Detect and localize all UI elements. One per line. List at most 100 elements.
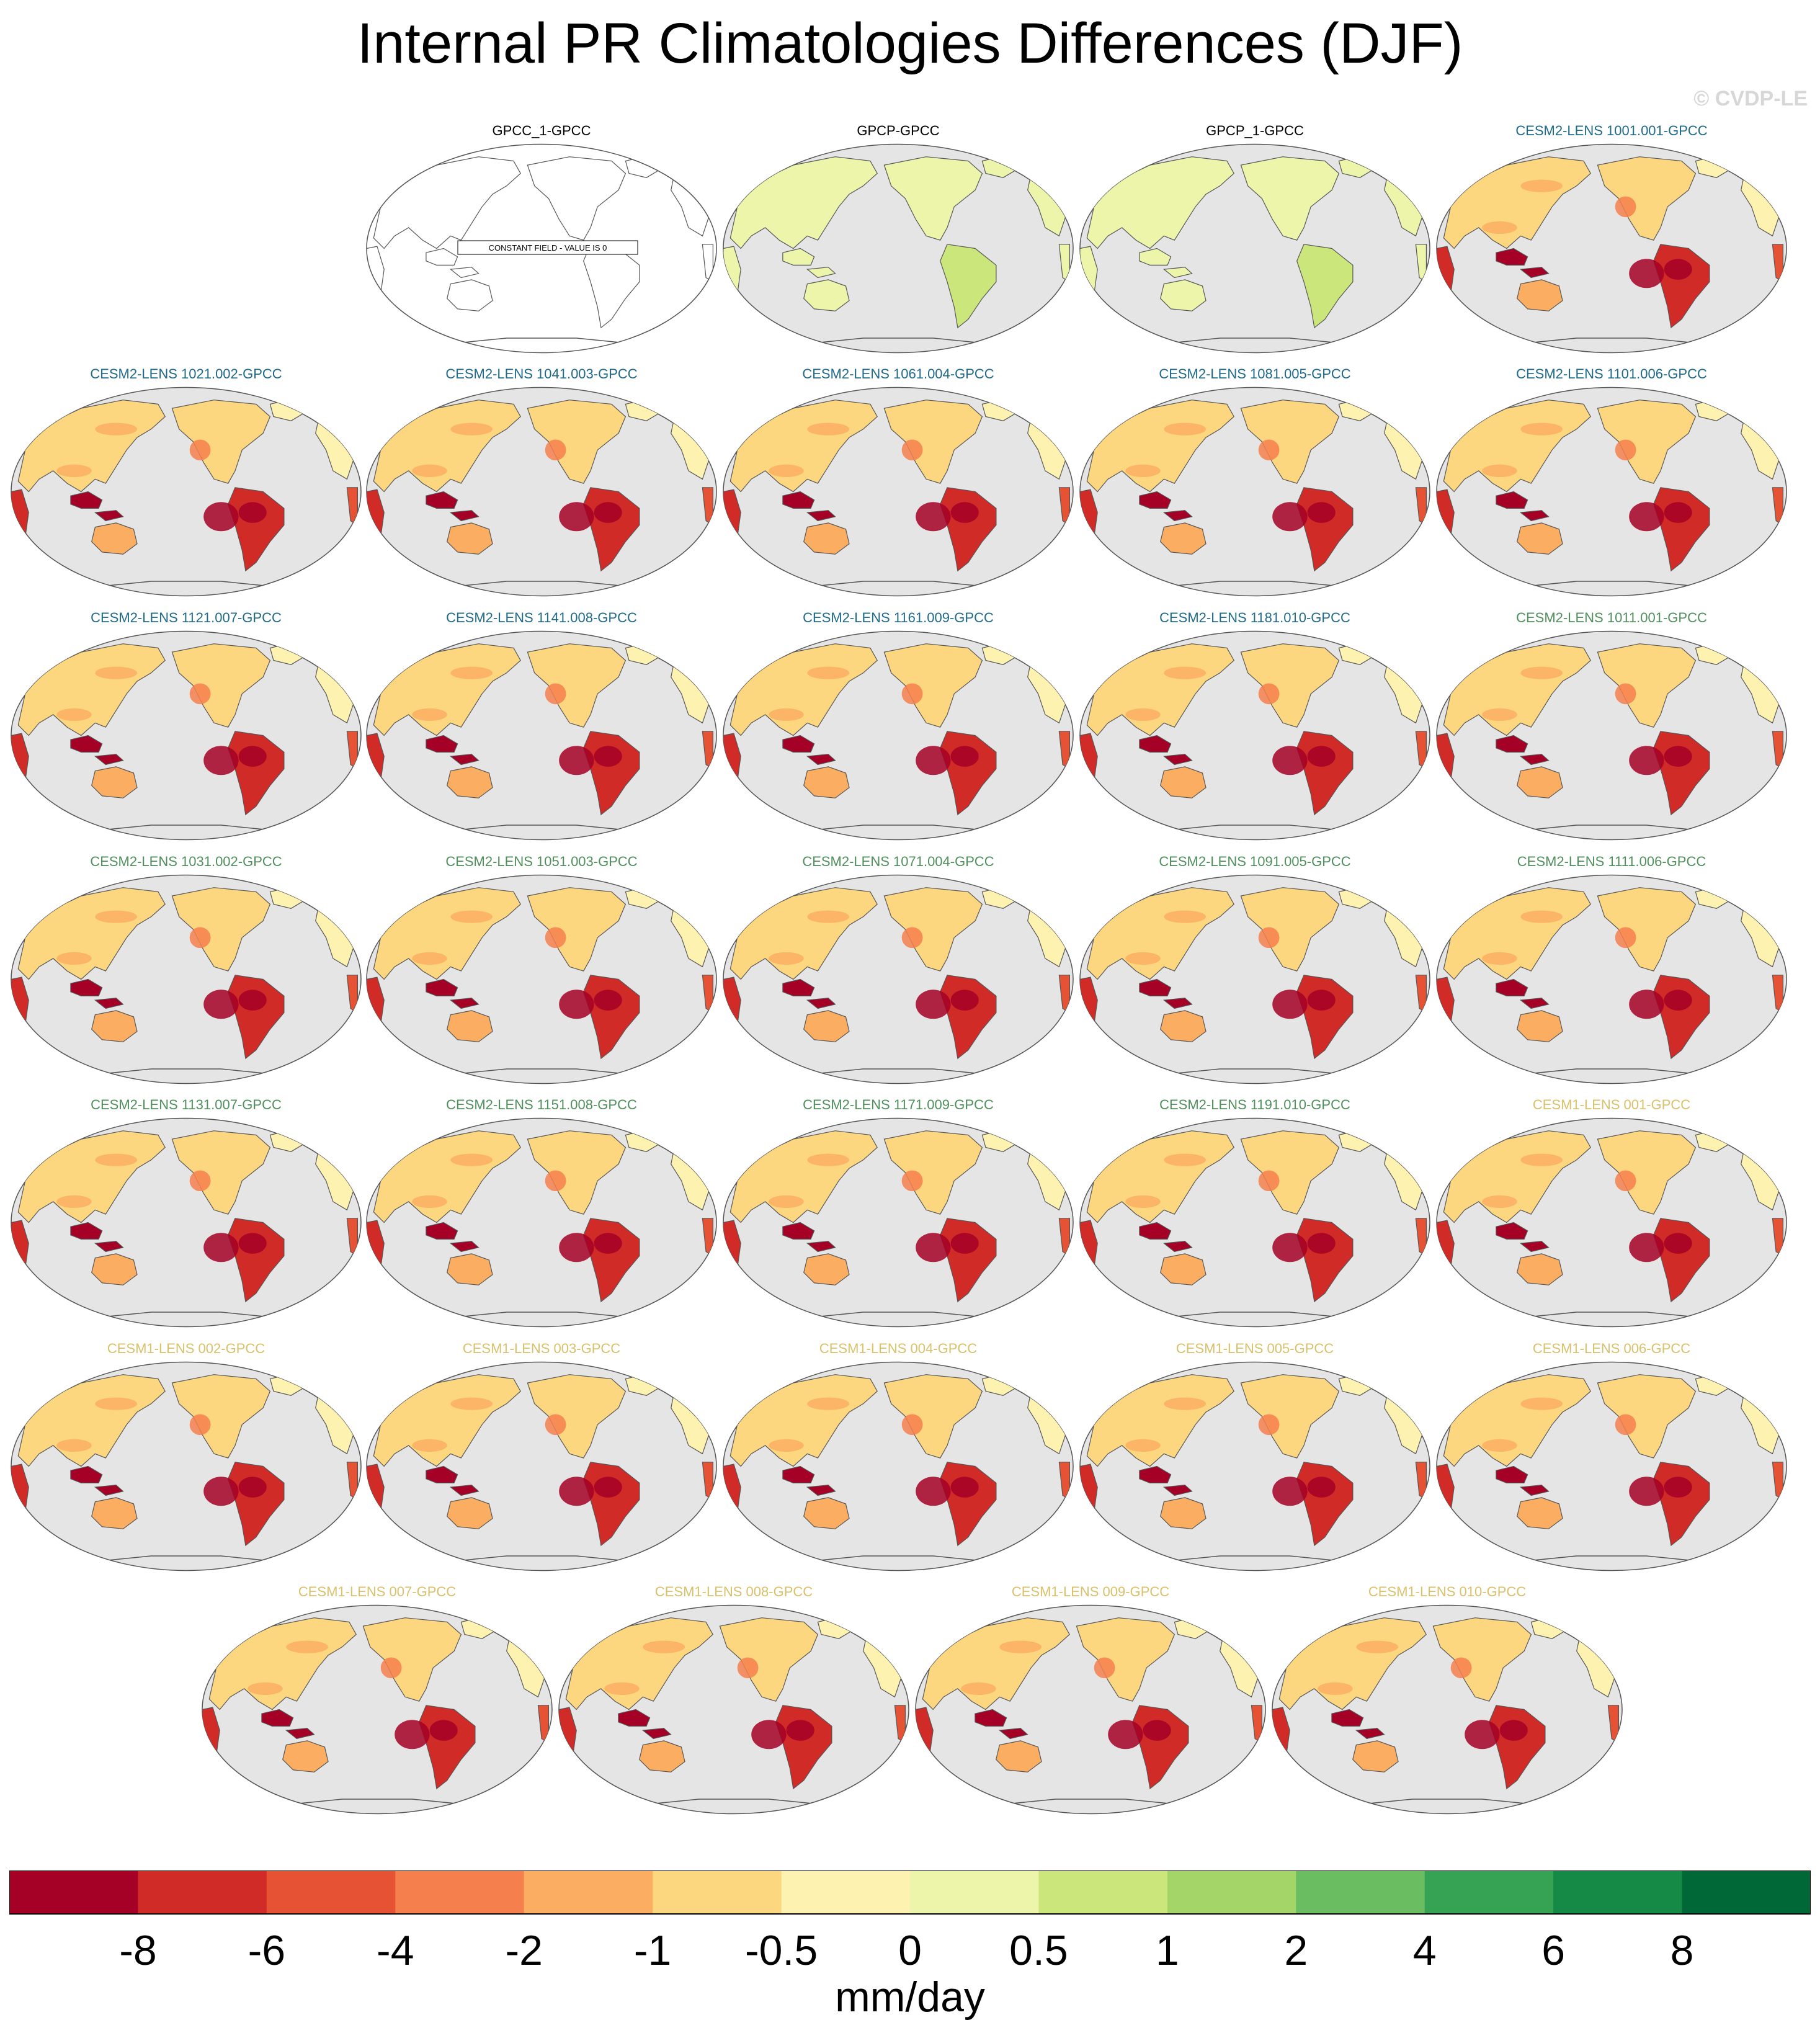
precip-anomaly-blob <box>1520 1153 1563 1166</box>
landmass-namerica <box>883 1374 983 1459</box>
precip-anomaly-blob <box>95 1153 137 1166</box>
map-panel: CESM2-LENS 1091.005-GPCC <box>1078 854 1432 1089</box>
precip-anomaly-blob <box>643 1640 685 1653</box>
landmass-seasia <box>782 1465 836 1496</box>
precip-anomaly-blob <box>1615 439 1636 461</box>
map-panel: CESM2-LENS 1101.006-GPCC <box>1435 366 1788 602</box>
panel-title: CESM2-LENS 1181.010-GPCC <box>1159 610 1350 625</box>
precip-anomaly-blob <box>1664 746 1692 767</box>
panel-title: GPCC_1-GPCC <box>492 123 591 138</box>
landmass-namerica <box>527 1130 627 1215</box>
precip-anomaly-blob <box>1307 1477 1336 1498</box>
precip-anomaly-blob <box>1125 1195 1161 1208</box>
precip-anomaly-blob <box>1664 502 1692 523</box>
landmass-australia <box>803 1497 850 1529</box>
panel-title: GPCP-GPCC <box>857 123 940 138</box>
precip-anomaly-blob <box>450 666 493 679</box>
landmass-australia <box>1517 1497 1563 1529</box>
landmass-australia <box>803 1253 850 1285</box>
map-panel: CESM2-LENS 1061.004-GPCC <box>721 366 1075 602</box>
colorbar-swatch <box>1167 1870 1296 1914</box>
landmass-namerica <box>527 156 627 241</box>
landmass-australia <box>1352 1740 1399 1772</box>
precip-anomaly-blob <box>594 746 622 767</box>
landmass-seasia <box>426 491 480 522</box>
landmass-seasia <box>782 978 836 1009</box>
map-panel: GPCP-GPCC <box>721 123 1075 359</box>
precip-anomaly-blob <box>1629 259 1664 288</box>
map-panel: CESM2-LENS 1001.001-GPCC <box>1435 123 1788 359</box>
landmass-australia <box>639 1740 685 1772</box>
landmass-namerica <box>1240 643 1340 728</box>
precip-anomaly-blob <box>901 927 923 949</box>
precip-anomaly-blob <box>203 1233 239 1263</box>
colorbar-swatch <box>9 1870 138 1914</box>
landmass-namerica <box>1240 1130 1340 1215</box>
landmass-namerica <box>1076 1617 1175 1702</box>
antarctica-coast <box>88 581 284 588</box>
precip-anomaly-blob <box>189 439 211 461</box>
panel-title: CESM1-LENS 004-GPCC <box>819 1341 978 1356</box>
landmass-namerica <box>1597 156 1697 241</box>
antarctica-coast <box>1514 1555 1710 1563</box>
landmass-australia <box>91 1010 138 1042</box>
colorbar-swatch <box>1553 1870 1683 1914</box>
antarctica-coast <box>444 581 640 588</box>
world-map <box>11 1361 362 1571</box>
world-map <box>366 630 717 841</box>
landmass-namerica <box>1240 887 1340 972</box>
landmass-australia <box>1517 1010 1563 1042</box>
landmass-asia <box>1086 156 1234 249</box>
landmass-namerica <box>883 643 983 728</box>
world-map <box>202 1604 553 1815</box>
precip-anomaly-blob <box>203 746 239 775</box>
landmass-namerica <box>1597 1130 1697 1215</box>
map-panel: CESM1-LENS 005-GPCC <box>1078 1341 1432 1576</box>
precip-anomaly-blob <box>450 910 493 923</box>
precip-anomaly-blob <box>1094 1657 1115 1679</box>
precip-anomaly-blob <box>545 1170 566 1192</box>
panel-title: GPCP_1-GPCC <box>1206 123 1304 138</box>
landmass-seasia <box>1139 248 1193 279</box>
precip-anomaly-blob <box>1143 1720 1171 1741</box>
precip-anomaly-blob <box>238 1477 267 1498</box>
precip-anomaly-blob <box>412 952 447 965</box>
antarctica-coast <box>800 1555 996 1563</box>
world-map <box>723 143 1074 354</box>
landmass-seasia <box>782 735 836 766</box>
landmass-australia <box>1160 1010 1207 1042</box>
world-map <box>366 1361 717 1571</box>
precip-anomaly-blob <box>916 746 951 775</box>
landmass-asia <box>1443 400 1591 493</box>
precip-anomaly-blob <box>786 1720 814 1741</box>
precip-anomaly-blob <box>450 422 493 436</box>
panel-title: CESM2-LENS 1021.002-GPCC <box>90 366 282 382</box>
map-panel: GPCP_1-GPCC <box>1078 123 1432 359</box>
colorbar-tick-label: -1 <box>633 1927 672 1974</box>
precip-anomaly-blob <box>916 1477 951 1506</box>
precip-anomaly-blob <box>1615 196 1636 218</box>
precip-anomaly-blob <box>769 708 804 721</box>
panel-title: CESM2-LENS 1161.009-GPCC <box>803 610 994 625</box>
panel-title: CESM2-LENS 1091.005-GPCC <box>1159 854 1351 869</box>
landmass-asia <box>1443 1130 1591 1223</box>
panel-title: CESM2-LENS 1011.001-GPCC <box>1516 610 1707 625</box>
precip-anomaly-blob <box>429 1720 458 1741</box>
landmass-namerica <box>171 1374 271 1459</box>
precip-anomaly-blob <box>950 746 979 767</box>
precip-anomaly-blob <box>1307 990 1336 1011</box>
precip-anomaly-blob <box>238 990 267 1011</box>
precip-anomaly-blob <box>1664 990 1692 1011</box>
world-map <box>723 1361 1074 1571</box>
colorbar-swatch <box>781 1870 911 1914</box>
panel-title: CESM2-LENS 1061.004-GPCC <box>802 366 994 382</box>
world-map <box>558 1604 909 1815</box>
landmass-namerica <box>171 1130 271 1215</box>
map-panel: CESM2-LENS 1171.009-GPCC <box>721 1097 1075 1333</box>
landmass-samerica <box>583 244 640 329</box>
landmass-seasia <box>1139 1465 1193 1496</box>
antarctica-coast <box>88 1068 284 1076</box>
precip-anomaly-blob <box>545 927 566 949</box>
world-map <box>1079 143 1430 354</box>
colorbar-tick-label: 0.5 <box>1009 1927 1068 1974</box>
